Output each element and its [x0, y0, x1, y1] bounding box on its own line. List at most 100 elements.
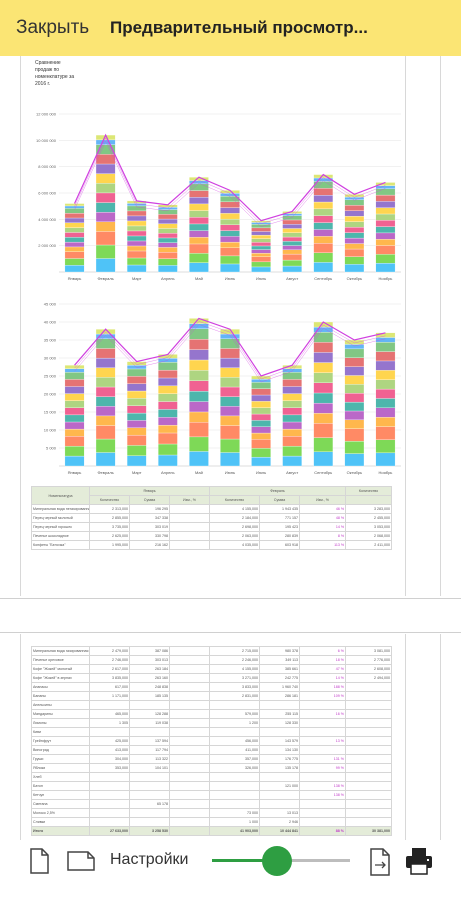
- table-cell: 216 162: [129, 540, 170, 550]
- table-row: Кофе "Жокей" в зернах 3 835,000 263 160 3 2…: [31, 673, 392, 683]
- table-cell: [345, 700, 392, 710]
- table-cell: Сливки: [31, 817, 90, 827]
- close-button[interactable]: Закрыть: [16, 17, 90, 38]
- fit-page-icon[interactable]: [368, 848, 392, 881]
- sales-table-page-2: Минеральная вода газированная 2 479,000 38…: [31, 646, 392, 836]
- bar-segment: [344, 410, 365, 421]
- bar-segment: [220, 415, 240, 426]
- table-cell: 248 838: [129, 682, 170, 692]
- table-cell: 113 %: [298, 540, 347, 550]
- table-cell: 99 %: [299, 763, 346, 773]
- table-cell: 46 %: [298, 504, 347, 514]
- bar-segment: [282, 428, 302, 437]
- table-cell: [89, 808, 130, 818]
- table-cell: 3 283,000: [345, 504, 393, 514]
- bar-segment: [251, 266, 271, 273]
- bar-segment: [64, 365, 85, 369]
- bar-segment: [251, 432, 271, 440]
- bar-segment: [220, 224, 240, 231]
- bar-segment: [126, 455, 147, 467]
- page-divider: [0, 632, 461, 633]
- bar-segment: [126, 225, 147, 232]
- bar-segment: [126, 390, 147, 399]
- bar-segment: [189, 237, 209, 245]
- table-cell: [345, 799, 392, 809]
- x-tick-label: Октябрь: [347, 470, 363, 475]
- table-cell: 242 775: [259, 673, 300, 683]
- bar-segment: [375, 342, 396, 352]
- bar-segment: [282, 407, 302, 416]
- table-cell: [345, 754, 392, 764]
- y-tick-label: 4 000 000: [38, 217, 57, 222]
- y-tick-label: 25 000: [44, 374, 57, 379]
- print-preview-area[interactable]: Сравнение продаж по номенклатуре за 2016…: [0, 56, 461, 840]
- bar-segment: [95, 438, 116, 453]
- zoom-slider-track-active[interactable]: [212, 859, 276, 862]
- zoom-slider-track[interactable]: [276, 859, 350, 862]
- bar-segment: [375, 263, 396, 273]
- portrait-page-icon[interactable]: [28, 848, 50, 879]
- bar-segment: [313, 208, 334, 216]
- table-cell: 30 381,000: [345, 826, 392, 836]
- table-cell: [129, 808, 170, 818]
- table-cell: [169, 718, 210, 728]
- table-cell: 188 %: [299, 682, 346, 692]
- table-cell: 330 798: [129, 531, 170, 541]
- bar-segment: [313, 236, 334, 244]
- bar-segment: [158, 228, 178, 234]
- bar-segment: [158, 237, 178, 243]
- bar-segment: [158, 362, 178, 371]
- settings-button[interactable]: Настройки: [110, 851, 189, 868]
- bar-segment: [313, 342, 334, 353]
- bar-segment: [126, 215, 147, 222]
- table-row: Перец черный горошек 3 735,000 303 019 2 69…: [31, 522, 393, 532]
- bar-segment: [375, 232, 396, 240]
- table-cell: [169, 531, 210, 541]
- table-cell: 1 995,000: [89, 540, 130, 550]
- table-cell: 326,000: [209, 763, 260, 773]
- table-cell: [299, 727, 346, 737]
- landscape-page-icon[interactable]: [66, 850, 96, 877]
- zoom-slider-thumb[interactable]: [262, 846, 292, 876]
- bar-segment: [64, 222, 85, 228]
- bar-segment: [251, 382, 271, 389]
- table-cell: 1 305: [89, 718, 130, 728]
- table-cell: Бананы: [31, 691, 90, 701]
- table-cell: 2 411,000: [345, 540, 393, 550]
- bar-segment: [344, 384, 365, 394]
- table-cell: 2 494,000: [345, 673, 392, 683]
- preview-page-next-2: [440, 634, 461, 840]
- table-cell: [209, 727, 260, 737]
- bar-segment: [344, 264, 365, 273]
- x-tick-label: Ноябрь: [379, 276, 393, 281]
- bar-segment: [64, 241, 85, 248]
- table-cell: [169, 763, 210, 773]
- table-cell: 2 479,000: [89, 646, 130, 656]
- bar-segment: [64, 379, 85, 387]
- bar-segment: [251, 388, 271, 396]
- table-cell: 579,000: [209, 709, 260, 719]
- bar-segment: [95, 212, 116, 223]
- bar-segment: [344, 344, 365, 350]
- table-row: Минеральная вода газированная 2 479,000 38…: [31, 646, 392, 656]
- bar-segment: [64, 368, 85, 373]
- table-cell: [345, 772, 392, 782]
- table-cell: 353,000: [89, 763, 130, 773]
- bar-segment: [189, 328, 209, 340]
- print-icon[interactable]: [404, 846, 434, 881]
- bar-segment: [375, 407, 396, 418]
- table-row: Виноград 413,000 117 794 411,000 134 130: [31, 745, 392, 755]
- bar-segment: [189, 190, 209, 198]
- table-cell: 138 %: [299, 781, 346, 791]
- bar-segment: [64, 455, 85, 467]
- bar-segment: [220, 357, 240, 368]
- bar-segment: [126, 420, 147, 428]
- bar-segment: [313, 451, 334, 467]
- bar-segment: [189, 243, 209, 254]
- bar-segment: [313, 229, 334, 237]
- table-cell: [259, 727, 300, 737]
- table-row: Батон 121 000 138 %: [31, 781, 392, 791]
- table-cell: 109 %: [299, 691, 346, 701]
- table-cell: 27 633,000: [89, 826, 130, 836]
- table-cell: [299, 772, 346, 782]
